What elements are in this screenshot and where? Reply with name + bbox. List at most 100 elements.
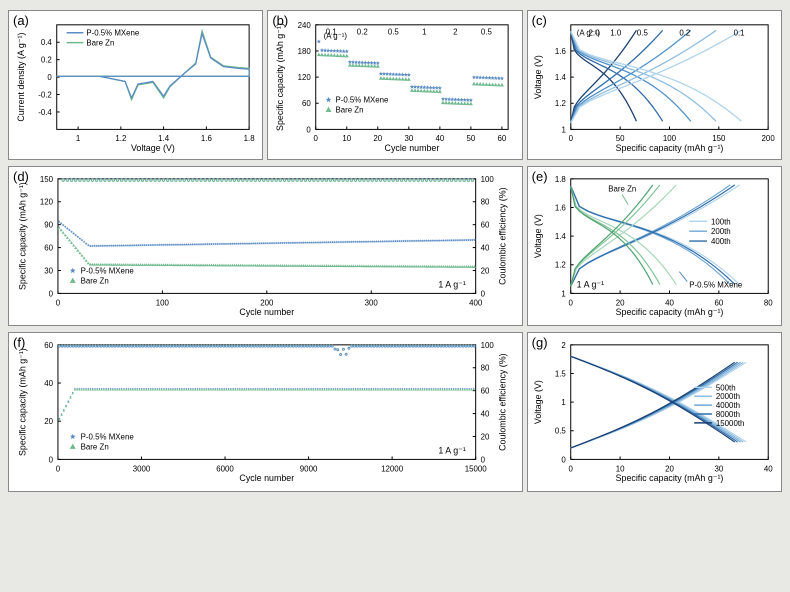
svg-text:100: 100 [481, 175, 495, 184]
svg-text:Specific capacity (mAh g⁻¹): Specific capacity (mAh g⁻¹) [17, 348, 27, 456]
svg-text:P-0.5% MXene: P-0.5% MXene [689, 280, 743, 289]
svg-text:500th: 500th [716, 383, 736, 392]
figure-grid: (a) 11.21.41.61.8-0.4-0.200.20.4Voltage … [8, 10, 782, 492]
svg-text:80: 80 [481, 364, 490, 373]
svg-text:180: 180 [298, 47, 312, 56]
panel-b-label: (b) [272, 13, 288, 28]
panel-g: (g) 01020304000.511.52Specific capacity … [527, 332, 782, 492]
svg-text:15000: 15000 [465, 464, 488, 473]
panel-b-chart: 0102030405060060120180240Cycle numberSpe… [268, 11, 521, 159]
svg-text:Coulombic efficiency (%): Coulombic efficiency (%) [497, 187, 507, 285]
svg-text:0: 0 [314, 134, 319, 143]
panel-d-chart: 01002003004000306090120150020406080100Cy… [9, 167, 522, 325]
svg-text:Bare Zn: Bare Zn [86, 39, 114, 48]
svg-text:120: 120 [298, 73, 312, 82]
svg-text:150: 150 [712, 134, 726, 143]
svg-text:40: 40 [665, 298, 674, 307]
svg-text:9000: 9000 [300, 464, 318, 473]
svg-text:1.2: 1.2 [555, 99, 566, 108]
svg-text:40: 40 [764, 464, 773, 473]
panel-a: (a) 11.21.41.61.8-0.4-0.200.20.4Voltage … [8, 10, 263, 160]
svg-text:120: 120 [40, 198, 54, 207]
panel-c-label: (c) [532, 13, 547, 28]
svg-text:1: 1 [561, 125, 565, 134]
svg-text:1.8: 1.8 [554, 175, 566, 184]
svg-text:-0.2: -0.2 [38, 90, 52, 99]
panel-g-chart: 01020304000.511.52Specific capacity (mAh… [528, 333, 781, 491]
svg-text:10: 10 [615, 464, 624, 473]
svg-text:40: 40 [481, 244, 490, 253]
panel-d-label: (d) [13, 169, 29, 184]
svg-text:0: 0 [307, 125, 312, 134]
svg-text:1: 1 [561, 289, 565, 298]
svg-text:200: 200 [761, 134, 775, 143]
svg-text:0.4: 0.4 [41, 38, 53, 47]
svg-text:Cycle number: Cycle number [239, 307, 294, 317]
svg-text:Specific capacity (mAh g⁻¹): Specific capacity (mAh g⁻¹) [615, 307, 723, 317]
svg-text:100: 100 [481, 341, 495, 350]
svg-text:0: 0 [56, 298, 61, 307]
svg-text:150: 150 [40, 175, 54, 184]
svg-text:1.2: 1.2 [554, 261, 565, 270]
svg-text:50: 50 [467, 134, 476, 143]
svg-text:Bare Zn: Bare Zn [608, 185, 636, 194]
svg-text:Voltage (V): Voltage (V) [131, 143, 175, 153]
svg-text:0: 0 [568, 134, 573, 143]
svg-text:1: 1 [561, 398, 565, 407]
svg-text:20: 20 [481, 266, 490, 275]
svg-text:40: 40 [481, 410, 490, 419]
panel-e-chart: 02040608011.21.41.61.8Specific capacity … [528, 167, 781, 325]
svg-text:Coulombic efficiency (%): Coulombic efficiency (%) [497, 353, 507, 451]
panel-g-label: (g) [532, 335, 548, 350]
svg-text:Bare Zn: Bare Zn [81, 443, 109, 452]
svg-text:50: 50 [615, 134, 624, 143]
svg-text:1.6: 1.6 [554, 203, 566, 212]
panel-c: (c) 05010015020011.21.41.6Specific capac… [527, 10, 782, 160]
svg-text:Specific capacity (mAh g⁻¹): Specific capacity (mAh g⁻¹) [275, 23, 285, 131]
svg-text:30: 30 [405, 134, 414, 143]
svg-text:0.5: 0.5 [637, 29, 649, 38]
svg-text:4000th: 4000th [716, 401, 740, 410]
svg-text:Bare Zn: Bare Zn [81, 277, 109, 286]
svg-text:60: 60 [44, 341, 53, 350]
svg-text:1: 1 [76, 134, 80, 143]
svg-text:20: 20 [615, 298, 624, 307]
svg-text:80: 80 [481, 198, 490, 207]
svg-text:Cycle number: Cycle number [239, 473, 294, 483]
panel-b: (b) 0102030405060060120180240Cycle numbe… [267, 10, 522, 160]
svg-text:1.4: 1.4 [555, 73, 567, 82]
svg-text:300: 300 [365, 298, 379, 307]
svg-text:0: 0 [481, 289, 486, 298]
svg-text:P-0.5% MXene: P-0.5% MXene [86, 29, 140, 38]
svg-text:P-0.5% MXene: P-0.5% MXene [336, 96, 390, 105]
svg-text:1 A g⁻¹: 1 A g⁻¹ [576, 279, 603, 289]
svg-text:1: 1 [422, 28, 426, 37]
svg-text:0: 0 [568, 298, 573, 307]
panel-e-label: (e) [532, 169, 548, 184]
svg-text:90: 90 [44, 221, 53, 230]
svg-text:Voltage (V): Voltage (V) [533, 214, 543, 258]
svg-text:0.5: 0.5 [481, 28, 493, 37]
svg-text:60: 60 [302, 99, 311, 108]
svg-text:1.5: 1.5 [554, 369, 566, 378]
panel-f-chart: 0300060009000120001500002040600204060801… [9, 333, 522, 491]
svg-text:1 A g⁻¹: 1 A g⁻¹ [438, 445, 465, 455]
svg-text:20: 20 [374, 134, 383, 143]
svg-text:240: 240 [298, 21, 312, 30]
svg-text:1.6: 1.6 [201, 134, 213, 143]
svg-text:30: 30 [714, 464, 723, 473]
svg-text:0: 0 [56, 464, 61, 473]
svg-text:P-0.5% MXene: P-0.5% MXene [81, 433, 135, 442]
panel-f: (f) 030006000900012000150000204060020406… [8, 332, 523, 492]
svg-text:60: 60 [498, 134, 507, 143]
svg-text:0.2: 0.2 [679, 29, 690, 38]
svg-text:0.2: 0.2 [357, 28, 368, 37]
svg-text:0.2: 0.2 [41, 56, 52, 65]
svg-text:80: 80 [764, 298, 773, 307]
svg-text:60: 60 [481, 387, 490, 396]
svg-text:200: 200 [260, 298, 274, 307]
svg-text:1.4: 1.4 [554, 232, 566, 241]
svg-text:60: 60 [44, 244, 53, 253]
svg-text:12000: 12000 [381, 464, 404, 473]
svg-text:1.8: 1.8 [244, 134, 256, 143]
